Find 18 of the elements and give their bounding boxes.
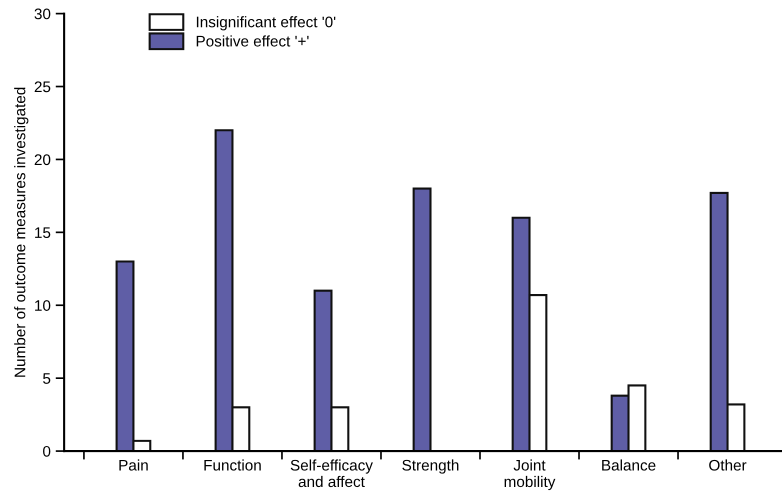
y-tick-label: 30 [34, 8, 50, 20]
legend-label: Positive effect '+' [196, 35, 309, 47]
y-tick-label: 15 [35, 227, 50, 238]
y-tick-label: 20 [34, 154, 50, 166]
x-tick-label: Pain [119, 459, 148, 471]
x-tick-label: Strength [402, 459, 458, 474]
y-axis-title: Number of outcome measures investigated [14, 88, 28, 377]
x-tick-label: Balance [602, 459, 656, 471]
x-tick-label: Other [709, 459, 746, 471]
x-tick-label: Joint mobility [504, 459, 556, 490]
y-tick-label: 5 [43, 373, 50, 384]
y-tick-label: 0 [43, 446, 50, 457]
y-tick-label: 10 [35, 300, 50, 311]
x-tick-label: Function [204, 459, 261, 471]
y-tick-label: 25 [34, 81, 50, 92]
bar [412, 188, 432, 452]
x-tick-label: Self-efficacy and affect [290, 459, 373, 488]
legend-label: Insignificant effect '0' [196, 16, 336, 30]
